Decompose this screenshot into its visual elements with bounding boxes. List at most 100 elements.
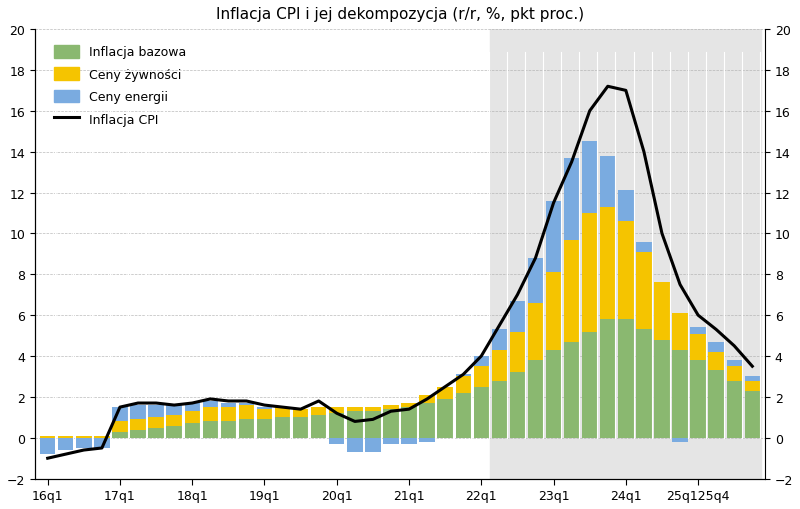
Bar bbox=[510, 332, 525, 373]
Bar bbox=[709, 342, 724, 352]
Bar bbox=[582, 142, 598, 214]
Bar bbox=[383, 409, 398, 438]
Bar bbox=[492, 381, 507, 438]
Legend: Inflacja bazowa, Ceny żywności, Ceny energii, Inflacja CPI: Inflacja bazowa, Ceny żywności, Ceny ene… bbox=[49, 41, 191, 131]
Bar bbox=[366, 438, 381, 452]
Bar bbox=[546, 350, 562, 438]
Bar bbox=[112, 407, 128, 421]
Bar bbox=[149, 417, 164, 428]
Bar bbox=[455, 375, 471, 377]
Bar bbox=[636, 330, 651, 438]
Bar bbox=[474, 366, 489, 387]
Bar bbox=[329, 407, 345, 413]
Bar bbox=[690, 328, 706, 334]
Bar bbox=[185, 411, 200, 423]
Bar bbox=[419, 403, 434, 438]
Bar bbox=[94, 436, 110, 438]
Bar bbox=[238, 403, 254, 405]
Bar bbox=[257, 407, 272, 409]
Bar bbox=[672, 350, 688, 438]
Bar bbox=[221, 407, 236, 421]
Bar bbox=[510, 373, 525, 438]
Bar bbox=[564, 342, 579, 438]
Bar bbox=[293, 409, 308, 417]
Bar bbox=[564, 240, 579, 342]
Bar bbox=[202, 401, 218, 407]
Bar bbox=[347, 438, 362, 452]
Bar bbox=[745, 377, 760, 381]
Bar bbox=[112, 432, 128, 438]
Bar bbox=[166, 426, 182, 438]
Bar bbox=[185, 423, 200, 438]
Bar bbox=[202, 421, 218, 438]
Bar bbox=[311, 407, 326, 415]
Bar bbox=[383, 438, 398, 444]
Bar bbox=[130, 405, 146, 419]
Bar bbox=[402, 438, 417, 444]
Bar bbox=[94, 438, 110, 440]
Bar bbox=[221, 403, 236, 407]
Bar bbox=[347, 411, 362, 438]
Bar bbox=[654, 283, 670, 340]
Bar bbox=[419, 438, 434, 442]
Bar bbox=[582, 214, 598, 332]
Bar bbox=[58, 438, 74, 450]
Bar bbox=[528, 303, 543, 360]
Bar bbox=[455, 377, 471, 393]
Bar bbox=[329, 438, 345, 444]
Bar bbox=[510, 301, 525, 332]
Bar bbox=[293, 417, 308, 438]
Bar bbox=[221, 421, 236, 438]
Bar bbox=[94, 438, 110, 448]
Bar bbox=[546, 202, 562, 273]
Title: Inflacja CPI i jej dekompozycja (r/r, %, pkt proc.): Inflacja CPI i jej dekompozycja (r/r, %,… bbox=[216, 7, 584, 22]
Bar bbox=[726, 381, 742, 438]
Bar bbox=[311, 415, 326, 438]
Bar bbox=[600, 320, 615, 438]
Bar bbox=[546, 273, 562, 350]
Bar bbox=[58, 436, 74, 438]
Bar bbox=[257, 409, 272, 419]
Bar bbox=[166, 405, 182, 415]
Bar bbox=[40, 436, 55, 438]
Bar bbox=[690, 334, 706, 360]
Bar bbox=[582, 332, 598, 438]
Bar bbox=[130, 419, 146, 430]
Bar bbox=[40, 438, 55, 444]
Bar bbox=[149, 428, 164, 438]
Bar bbox=[402, 407, 417, 438]
Bar bbox=[690, 360, 706, 438]
Bar bbox=[528, 360, 543, 438]
Bar bbox=[76, 438, 91, 440]
Bar bbox=[76, 436, 91, 438]
Bar bbox=[564, 158, 579, 240]
Bar bbox=[166, 415, 182, 426]
Bar bbox=[600, 156, 615, 208]
Bar bbox=[419, 395, 434, 403]
Bar bbox=[438, 387, 453, 399]
Bar bbox=[490, 30, 762, 478]
Bar bbox=[185, 403, 200, 411]
Bar bbox=[654, 340, 670, 438]
Bar bbox=[672, 314, 688, 350]
Bar bbox=[383, 405, 398, 409]
Bar bbox=[402, 403, 417, 407]
Bar bbox=[600, 208, 615, 320]
Bar bbox=[40, 438, 55, 454]
Bar bbox=[636, 252, 651, 330]
Bar bbox=[149, 405, 164, 417]
Bar bbox=[238, 419, 254, 438]
Bar bbox=[455, 393, 471, 438]
Bar bbox=[202, 407, 218, 421]
Bar bbox=[745, 381, 760, 391]
Bar bbox=[618, 320, 634, 438]
Bar bbox=[492, 350, 507, 381]
Bar bbox=[76, 438, 91, 448]
Bar bbox=[275, 407, 290, 417]
Bar bbox=[257, 419, 272, 438]
Bar bbox=[275, 417, 290, 438]
Bar bbox=[347, 407, 362, 411]
Bar bbox=[618, 191, 634, 222]
Bar bbox=[474, 356, 489, 366]
Bar bbox=[745, 391, 760, 438]
